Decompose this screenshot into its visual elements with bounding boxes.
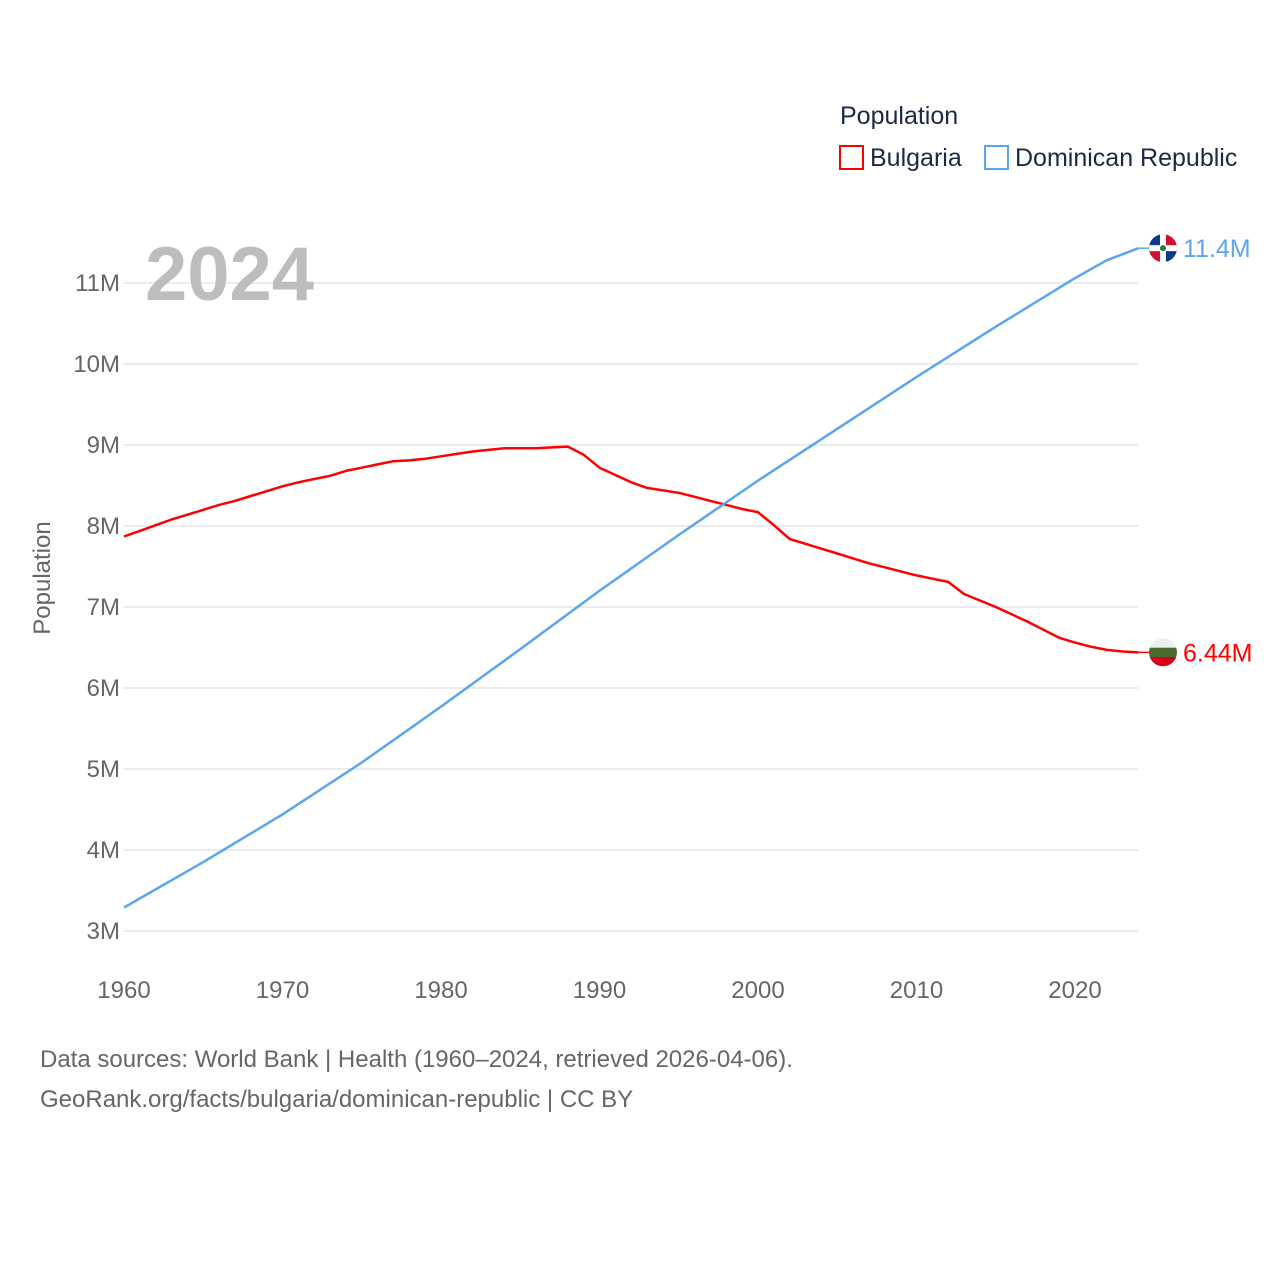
x-tick-label: 1960 [97,977,150,1004]
y-tick-label: 5M [87,756,120,783]
x-tick-label: 2020 [1048,977,1101,1004]
flag-icon-dominican-republic [1149,234,1177,263]
year-watermark: 2024 [145,232,314,317]
end-label-bulgaria: 6.44M [1183,639,1252,667]
y-tick-label: 10M [73,351,120,378]
line-dominican-republic[interactable] [123,247,1139,909]
legend-swatch-bulgaria[interactable] [839,145,864,170]
end-label-dominican-republic: 11.4M [1183,235,1251,263]
data-sources-text: Data sources: World Bank | Health (1960–… [40,1046,793,1073]
gridlines [124,282,1138,932]
x-tick-label: 2010 [890,977,943,1004]
y-tick-label: 4M [87,837,120,864]
x-tick-label: 2000 [731,977,784,1004]
x-tick-label: 1970 [256,977,309,1004]
y-tick-label: 9M [87,432,120,459]
legend-swatch-dominican-republic[interactable] [984,145,1009,170]
y-axis-ticks: 3M 4M 5M 6M 7M 8M 9M 10M 11M [73,270,120,945]
x-axis-ticks: 1960 1970 1980 1990 2000 2010 2020 [97,977,1101,1004]
x-tick-label: 1980 [414,977,467,1004]
y-tick-label: 6M [87,675,120,702]
x-tick-label: 1990 [573,977,626,1004]
y-axis-label: Population [29,521,56,634]
series-lines [123,247,1139,909]
legend-title: Population [840,102,958,130]
source-link[interactable]: GeoRank.org/facts/bulgaria/dominican-rep… [40,1086,634,1113]
y-tick-label: 7M [87,594,120,621]
legend-label-dominican-republic[interactable]: Dominican Republic [1015,144,1237,172]
flag-icon-bulgaria [1149,638,1177,667]
series-end-markers: 6.44M 11.4M [1138,234,1252,667]
y-tick-label: 8M [87,513,120,540]
legend-label-bulgaria[interactable]: Bulgaria [870,144,962,172]
line-bulgaria[interactable] [123,445,1139,654]
y-tick-label: 3M [87,918,120,945]
legend[interactable]: Population Bulgaria Dominican Republic [839,102,1237,172]
y-tick-label: 11M [75,270,120,297]
